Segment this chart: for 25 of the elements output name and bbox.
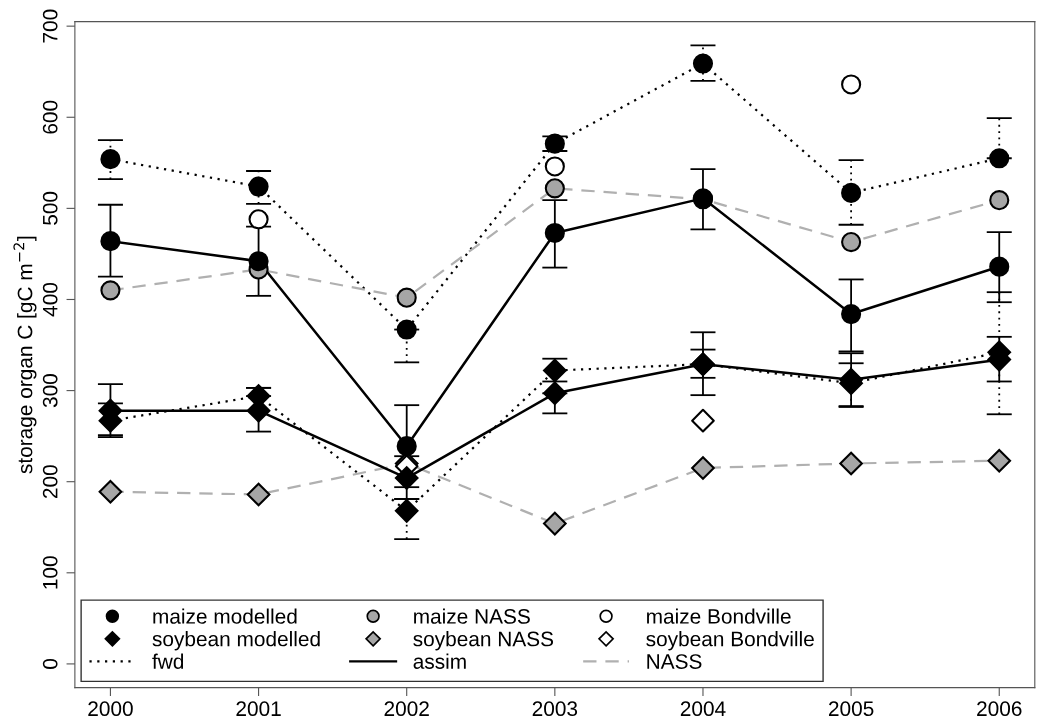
legend-label: soybean modelled <box>152 631 320 651</box>
y-tick-label: 0 <box>42 658 58 669</box>
x-tick-label: 2004 <box>680 701 726 717</box>
legend-label: NASS <box>647 654 702 669</box>
legend-label: soybean NASS <box>413 631 554 651</box>
y-tick-label: 200 <box>42 465 58 499</box>
x-tick-label: 2003 <box>532 701 578 717</box>
y-tick-label: 400 <box>42 282 58 317</box>
legend-label: maize Bondville <box>647 608 791 624</box>
legend-label: maize modelled <box>153 608 297 624</box>
x-tick-label: 2005 <box>828 701 874 717</box>
legend-label: soybean Bondville <box>646 631 814 651</box>
y-tick-label: 100 <box>42 556 58 589</box>
legend-label: maize NASS <box>414 608 530 624</box>
legend-label: fwd <box>152 653 184 669</box>
y-tick-label: 600 <box>42 100 58 134</box>
legend-label: assim <box>413 653 466 669</box>
x-tick-label: 2000 <box>88 701 133 717</box>
x-tick-label: 2002 <box>384 701 429 717</box>
y-axis-title: storage organ C [gC m$^{−2}$] <box>13 236 37 474</box>
x-tick-label: 2006 <box>977 701 1022 717</box>
y-tick-label: 700 <box>42 9 58 43</box>
y-tick-label: 500 <box>42 191 58 225</box>
x-tick-label: 2001 <box>236 701 281 717</box>
y-tick-label: 300 <box>42 374 58 408</box>
